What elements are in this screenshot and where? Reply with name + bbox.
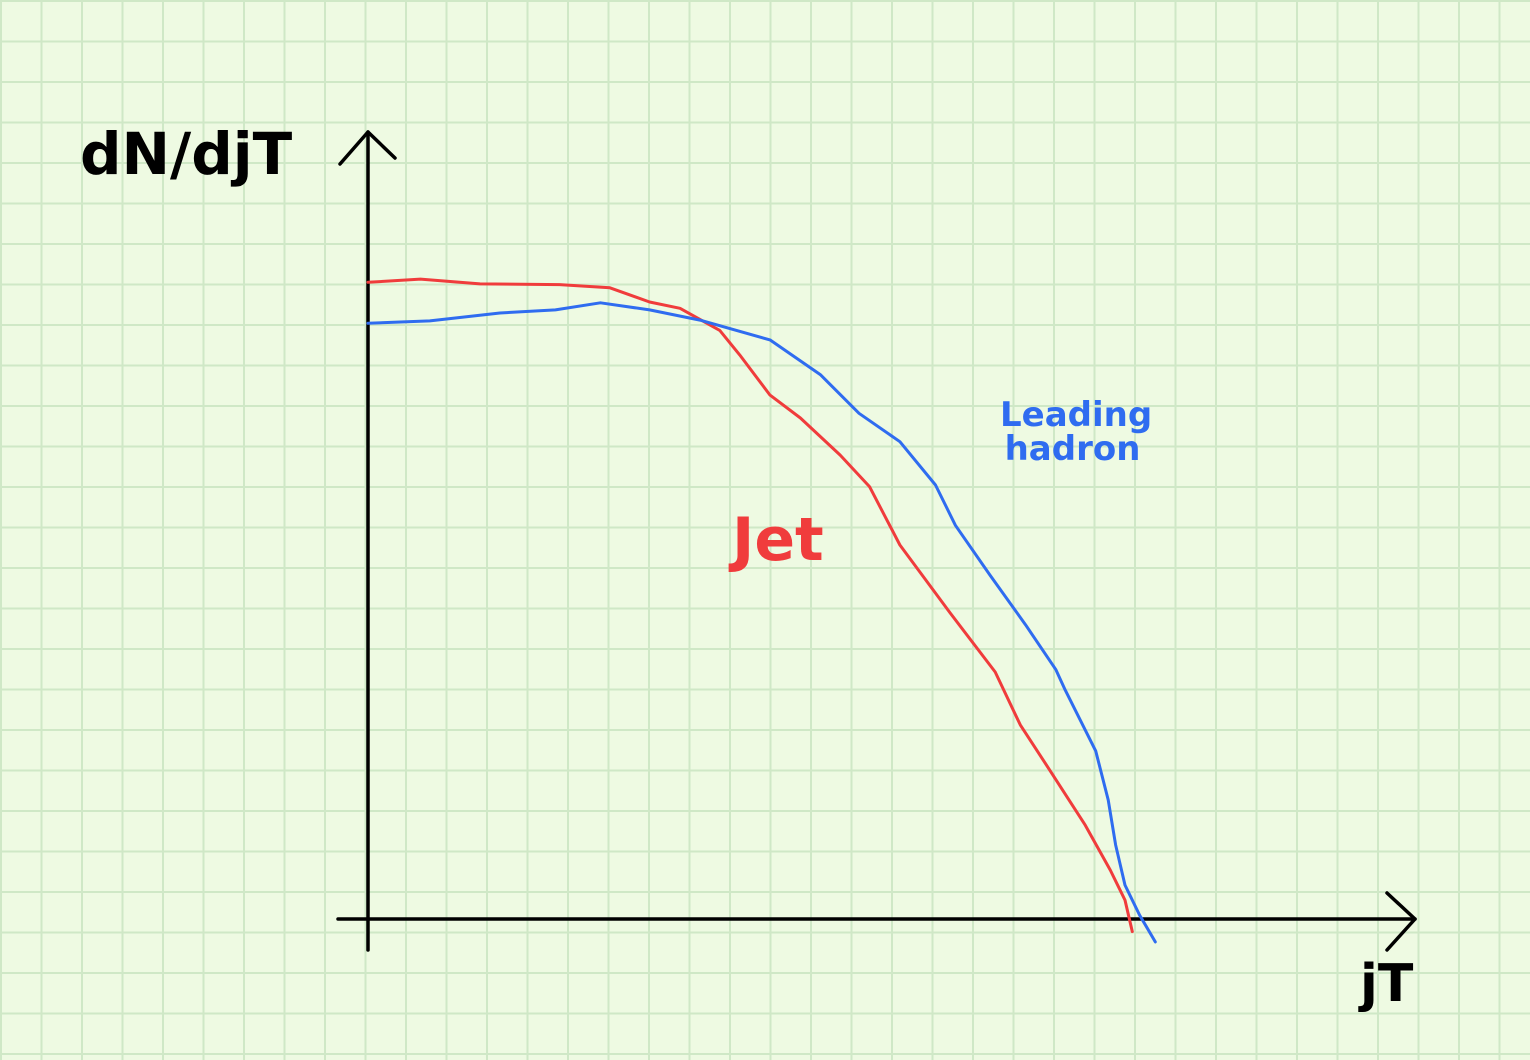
series-label: Leading hadron [1000, 395, 1153, 469]
series-line [366, 301, 1157, 944]
x-axis-label: jT [1360, 954, 1414, 1014]
series-line [366, 277, 1134, 934]
series-label: Jet [732, 505, 824, 575]
x-axis-arrow [1385, 891, 1417, 952]
y-axis-label: dN/djT [80, 120, 293, 188]
y-axis-arrow [338, 130, 397, 166]
